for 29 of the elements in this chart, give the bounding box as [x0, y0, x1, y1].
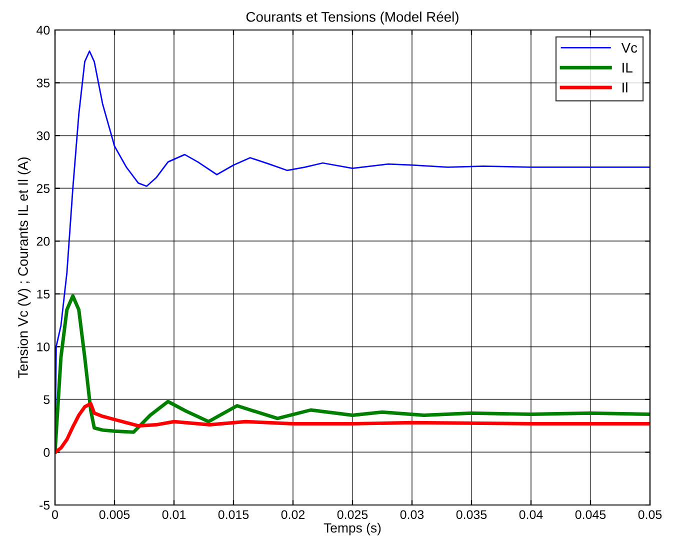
y-tick-label: -5 [40, 500, 50, 510]
y-tick-label: 25 [36, 184, 50, 193]
x-tick-label: 0.04 [519, 510, 543, 520]
x-tick-label: 0.02 [281, 510, 305, 520]
x-tick-label: 0.01 [162, 510, 186, 520]
x-tick-label: 0 [52, 510, 58, 520]
y-axis-title: Tension Vc (V) ; Courants IL et Il (A) [18, 157, 31, 378]
x-tick-label: 0.05 [638, 510, 662, 520]
y-tick-label: 30 [36, 131, 50, 140]
x-tick-label: 0.005 [99, 510, 130, 520]
line-series [55, 294, 650, 454]
y-tick-label: 5 [44, 395, 50, 404]
legend-label: Vc [621, 43, 638, 53]
x-tick-label: 0.035 [456, 510, 487, 520]
legend-label: IL [622, 62, 632, 72]
x-tick-label: 0.03 [400, 510, 424, 520]
line-series [55, 402, 650, 454]
y-tick-label: 15 [37, 290, 50, 299]
x-axis-title: Temps (s) [324, 522, 381, 536]
chart-title: Courants et Tensions (Model Réel) [246, 11, 458, 25]
x-tick-label: 0.015 [218, 510, 249, 520]
y-tick-label: 0 [44, 448, 50, 457]
legend-label: Il [622, 82, 628, 92]
y-tick-label: 35 [36, 78, 50, 88]
y-tick-label: 40 [36, 26, 50, 35]
y-tick-label: 10 [37, 342, 50, 352]
x-tick-label: 0.025 [337, 510, 368, 520]
x-tick-label: 0.045 [575, 510, 606, 520]
y-tick-label: 20 [36, 236, 50, 246]
